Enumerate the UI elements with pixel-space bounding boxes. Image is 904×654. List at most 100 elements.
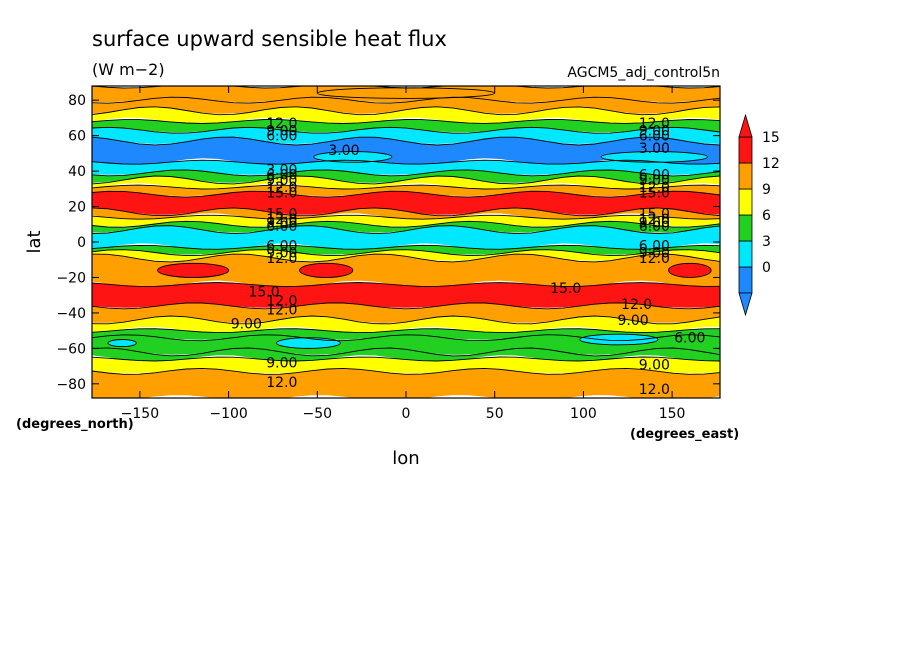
fill-band bbox=[92, 368, 720, 398]
colorbar: 0 3 6 9 12 15 bbox=[738, 113, 780, 317]
contour-line bbox=[92, 225, 720, 235]
x-tick-label: −50 bbox=[303, 406, 333, 422]
fill-band bbox=[92, 169, 720, 183]
contour-line bbox=[92, 328, 720, 334]
fill-blob bbox=[313, 151, 393, 163]
colorbar-swatch bbox=[738, 136, 753, 164]
fill-blob bbox=[668, 262, 712, 278]
y-tick-label: −40 bbox=[56, 306, 86, 322]
contour-label: 6.00 bbox=[266, 129, 297, 145]
contour-label: 12.0 bbox=[266, 212, 297, 228]
x-unit-label: (degrees_east) bbox=[630, 427, 739, 442]
fill-band bbox=[92, 106, 720, 126]
contour-label: 9.00 bbox=[266, 246, 297, 262]
colorbar-swatch bbox=[738, 162, 753, 190]
contour-label: 6.00 bbox=[266, 168, 297, 184]
x-tick-label: 150 bbox=[659, 406, 686, 422]
contour-line bbox=[92, 282, 720, 287]
colorbar-label: 6 bbox=[762, 208, 771, 224]
contour-line bbox=[92, 334, 720, 342]
contour-label: 9.00 bbox=[231, 317, 262, 333]
contour-line bbox=[92, 347, 720, 357]
y-axis-label: lat bbox=[24, 230, 45, 253]
contour-label: 15.0 bbox=[266, 207, 297, 223]
contour-label: 15.0 bbox=[248, 285, 279, 301]
contour-label: 9.00 bbox=[266, 216, 297, 232]
colorbar-min-arrow bbox=[738, 292, 753, 317]
contour-label: 9.00 bbox=[639, 216, 670, 232]
contour-line bbox=[92, 207, 720, 217]
contour-line bbox=[92, 249, 720, 257]
contour-label: 9.00 bbox=[266, 173, 297, 189]
y-tick-label: 60 bbox=[68, 129, 86, 145]
contour-line bbox=[92, 119, 720, 124]
colorbar-swatch bbox=[738, 266, 753, 294]
colorbar-label: 3 bbox=[762, 234, 771, 250]
plot-area: 12.09.006.003.003.006.009.0012.015.015.0… bbox=[92, 86, 720, 398]
contour-line bbox=[92, 169, 720, 177]
contour-line bbox=[92, 315, 720, 325]
contour-label: 12.0 bbox=[639, 382, 670, 398]
contour-line bbox=[92, 356, 720, 362]
chart-title: surface upward sensible heat flux bbox=[92, 27, 447, 51]
y-unit-label: (degrees_north) bbox=[16, 417, 134, 432]
fill-blob bbox=[276, 337, 341, 349]
contour-line bbox=[92, 96, 720, 104]
contour-line bbox=[92, 106, 720, 116]
contour-labels: 12.09.006.003.003.006.009.0012.015.015.0… bbox=[231, 116, 706, 398]
contour-line bbox=[92, 214, 720, 220]
contour-label: 12.0 bbox=[639, 212, 670, 228]
dataset-label: AGCM5_adj_control5n bbox=[567, 65, 720, 81]
contour-label: 6.00 bbox=[674, 331, 705, 347]
colorbar-swatch bbox=[738, 214, 753, 242]
colorbar-swatch bbox=[738, 188, 753, 216]
x-tick-label: 0 bbox=[402, 406, 411, 422]
contour-label: 6.00 bbox=[266, 239, 297, 255]
fill-band bbox=[92, 119, 720, 133]
colorbar-max-arrow bbox=[738, 113, 753, 138]
y-tick-label: 20 bbox=[68, 200, 86, 216]
contour-label: 12.0 bbox=[639, 180, 670, 196]
contour-label: 9.00 bbox=[266, 356, 297, 372]
contour-line bbox=[92, 367, 720, 375]
fill-band bbox=[92, 207, 720, 222]
y-tick-label: −20 bbox=[56, 270, 86, 286]
contour-label: 15.0 bbox=[639, 207, 670, 223]
fill-band bbox=[92, 176, 720, 191]
contour-label: 12.0 bbox=[266, 180, 297, 196]
contour-label: 9.00 bbox=[266, 123, 297, 139]
contour-line bbox=[92, 190, 720, 198]
fill-band bbox=[92, 303, 720, 323]
contour-line bbox=[92, 184, 720, 190]
contour-label: 12.0 bbox=[639, 251, 670, 267]
fill-band bbox=[92, 127, 720, 144]
contour-label: 12.0 bbox=[266, 302, 297, 318]
contour-label: 3.00 bbox=[328, 143, 359, 159]
contour-label: 6.00 bbox=[639, 168, 670, 184]
fill-band bbox=[92, 225, 720, 252]
contour-line bbox=[92, 159, 720, 165]
y-tick-label: 40 bbox=[68, 164, 86, 180]
contour-line bbox=[92, 253, 720, 263]
fill-blob bbox=[600, 151, 709, 163]
contour-label: 9.00 bbox=[639, 246, 670, 262]
y-tick-label: −60 bbox=[56, 341, 86, 357]
contour-label: 6.00 bbox=[266, 219, 297, 235]
contour-label: 9.00 bbox=[639, 173, 670, 189]
x-tick-label: 100 bbox=[570, 406, 597, 422]
contour-label: 12.0 bbox=[621, 297, 652, 313]
contour-label: 12.0 bbox=[266, 375, 297, 391]
contour-label: 15.0 bbox=[266, 185, 297, 201]
y-tick-label: 80 bbox=[68, 93, 86, 109]
fill-band bbox=[92, 282, 720, 308]
contour-label: 6.00 bbox=[639, 129, 670, 145]
contour-line bbox=[92, 302, 720, 310]
x-tick-label: 50 bbox=[486, 406, 504, 422]
colorbar-swatch bbox=[738, 240, 753, 268]
contour-label: 6.00 bbox=[639, 219, 670, 235]
y-axis: −80 −60 −40 −20 0 20 40 60 80 bbox=[56, 93, 720, 393]
fill-band bbox=[92, 249, 720, 261]
contour-label: 9.00 bbox=[639, 357, 670, 373]
colorbar-label: 12 bbox=[762, 156, 780, 172]
fill-band bbox=[92, 254, 720, 289]
